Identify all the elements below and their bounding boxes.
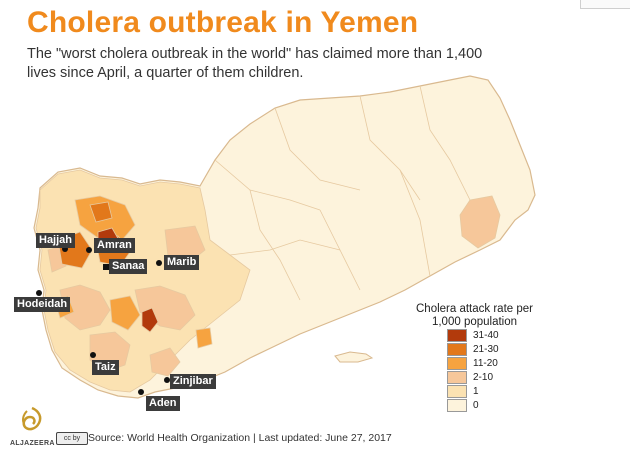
city-label-zinjibar: Zinjibar: [170, 374, 216, 389]
sanaa-marker: [103, 264, 109, 270]
legend-label: 31-40: [473, 329, 499, 341]
legend-item: 0: [447, 398, 499, 412]
city-label-taiz: Taiz: [92, 360, 119, 375]
legend-label: 1: [473, 385, 479, 397]
legend-swatch: [447, 356, 467, 370]
hodeidah-dot: [36, 290, 42, 296]
page-subtitle: The "worst cholera outbreak in the world…: [27, 46, 483, 81]
legend-item: 31-40: [447, 328, 499, 342]
region-rate-2-10-a: [59, 284, 111, 331]
legend-label: 11-20: [473, 357, 498, 369]
aljazeera-logo: ALJAZEERA: [10, 405, 54, 457]
city-label-sanaa: Sanaa: [109, 259, 148, 274]
corner-button[interactable]: [580, 0, 630, 9]
district-borders: [214, 85, 471, 301]
brand-text: ALJAZEERA: [10, 440, 55, 447]
legend-item: 11-20: [447, 356, 499, 370]
region-rate-21-30-c: [89, 201, 113, 223]
legend-title: Cholera attack rate per 1,000 population: [416, 303, 533, 328]
aljazeera-logo-icon: [22, 406, 42, 431]
region-rate-2-10-e: [459, 195, 501, 249]
amran-dot: [86, 247, 92, 253]
aden-dot: [138, 389, 144, 395]
source-note: Source: World Health Organization | Last…: [88, 432, 392, 444]
city-label-hajjah: Hajjah: [36, 233, 76, 248]
zinjibar-dot: [164, 377, 170, 383]
region-rate-31-40-b: [141, 307, 159, 333]
legend-swatch: [447, 384, 467, 398]
city-label-hodeidah: Hodeidah: [14, 297, 71, 312]
legend-label: 0: [473, 399, 479, 411]
island: [334, 351, 374, 363]
page-title: Cholera outbreak in Yemen: [27, 6, 419, 39]
legend: 31-40 21-30 11-20 2-10 1 0: [447, 328, 499, 412]
legend-swatch: [447, 328, 467, 342]
city-label-aden: Aden: [146, 396, 180, 411]
region-rate-2-10-f: [149, 347, 181, 377]
city-label-marib: Marib: [164, 255, 200, 270]
city-label-amran: Amran: [94, 238, 135, 253]
legend-label: 21-30: [473, 343, 499, 355]
region-rate-11-20-d: [195, 327, 213, 349]
region-rate-11-20-b: [109, 295, 141, 331]
cc-license-badge: cc by: [56, 432, 88, 445]
legend-item: 2-10: [447, 370, 499, 384]
marib-dot: [156, 260, 162, 266]
hajjah-dot: [62, 246, 68, 252]
legend-item: 21-30: [447, 342, 499, 356]
legend-swatch: [447, 398, 467, 412]
legend-item: 1: [447, 384, 499, 398]
legend-swatch: [447, 342, 467, 356]
legend-label: 2-10: [473, 371, 494, 383]
taiz-dot: [90, 352, 96, 358]
legend-swatch: [447, 370, 467, 384]
